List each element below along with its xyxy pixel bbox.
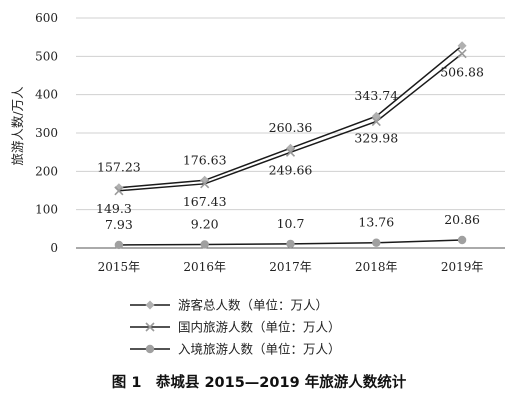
y-axis-ticks: 0 100 200 300 400 500 600 (35, 11, 58, 255)
data-point (200, 240, 209, 249)
data-label: 167.43 (183, 194, 227, 209)
data-point (457, 235, 467, 245)
y-tick-label: 200 (35, 164, 58, 178)
data-point (372, 238, 381, 247)
y-tick-label: 100 (35, 203, 58, 217)
series-group (114, 41, 467, 250)
data-label: 249.66 (269, 162, 313, 177)
x-tick-label: 2017年 (269, 260, 312, 274)
data-label: 343.74 (354, 88, 398, 103)
data-point (286, 239, 295, 249)
data-labels: 157.23 176.63 260.36 343.74 149.3 167.43 249.6… (96, 65, 484, 232)
data-label: 157.23 (97, 160, 141, 175)
data-point (200, 179, 210, 189)
y-axis-label: 旅游人数/万人 (10, 86, 25, 166)
data-point (457, 49, 467, 59)
data-label: 10.7 (277, 216, 305, 231)
x-tick-label: 2015年 (98, 260, 141, 274)
x-axis-ticks: 2015年 2016年 2017年 2018年 2019年 (98, 260, 484, 274)
data-label: 176.63 (183, 152, 227, 167)
data-point (457, 41, 467, 51)
legend-label: 国内旅游人数（单位：万人） (178, 320, 341, 335)
data-label: 149.3 (96, 201, 132, 216)
data-label: 506.88 (440, 65, 484, 80)
gridlines (76, 17, 505, 249)
legend-item: 国内旅游人数（单位：万人） (130, 320, 341, 335)
y-tick-label: 500 (35, 49, 58, 63)
data-label: 329.98 (354, 131, 398, 146)
y-tick-label: 300 (35, 126, 58, 140)
legend-marker (145, 300, 155, 310)
x-tick-label: 2019年 (441, 260, 484, 274)
x-tick-label: 2016年 (183, 260, 226, 274)
y-tick-label: 0 (50, 241, 58, 255)
legend-item: 游客总人数（单位：万人） (130, 298, 328, 313)
legend-item: 入境旅游人数（单位：万人） (130, 342, 341, 357)
series-2 (114, 235, 467, 250)
data-label: 9.20 (191, 216, 219, 231)
legend-label: 游客总人数（单位：万人） (178, 298, 328, 313)
legend: 游客总人数（单位：万人） 国内旅游人数（单位：万人） 入境旅游人数（单位：万人） (130, 298, 341, 357)
y-tick-label: 600 (35, 11, 58, 25)
x-tick-label: 2018年 (355, 260, 398, 274)
data-point (285, 147, 296, 157)
data-point (114, 186, 124, 196)
series-1 (114, 49, 467, 196)
data-point (371, 116, 381, 127)
y-tick-label: 400 (35, 88, 58, 102)
data-label: 20.86 (444, 212, 480, 227)
legend-marker (145, 322, 155, 332)
legend-label: 入境旅游人数（单位：万人） (178, 342, 341, 357)
data-label: 260.36 (269, 120, 313, 135)
data-label: 13.76 (358, 215, 394, 230)
data-point (114, 240, 124, 250)
figure-caption: 图 1 恭城县 2015—2019 年旅游人数统计 (112, 373, 407, 391)
legend-marker (145, 344, 155, 354)
data-label: 7.93 (105, 217, 133, 232)
